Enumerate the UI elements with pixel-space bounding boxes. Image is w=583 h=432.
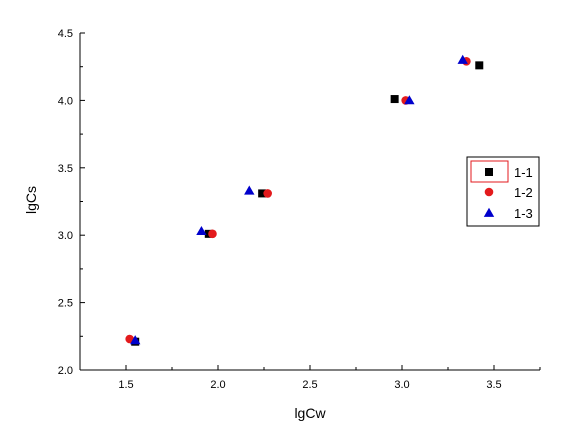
x-tick-label: 3.5 (486, 379, 501, 391)
x-tick-label: 3.0 (394, 379, 409, 391)
axes: 2.0 2.5 3.0 3.5 4.0 4.5 1.5 2.0 2.5 3.0 3.5 (58, 28, 541, 391)
y-tick-label: 3.0 (58, 230, 73, 242)
y-tick-label: 4.5 (58, 28, 73, 40)
point-series-2 (263, 189, 272, 198)
point-series-3 (244, 185, 255, 195)
legend-label-3: 1-3 (514, 206, 533, 221)
point-series-3 (457, 54, 468, 64)
legend-marker-3 (483, 207, 495, 217)
legend-box (466, 156, 540, 227)
legend-marker-2 (484, 187, 494, 197)
point-series-3 (404, 95, 415, 105)
x-tick-label: 1.5 (118, 379, 133, 391)
point-series-1 (390, 95, 399, 104)
point-series-3 (130, 335, 141, 345)
x-tick-label: 2.5 (302, 379, 317, 391)
y-tick-label: 2.5 (58, 298, 73, 310)
data-points (125, 54, 484, 346)
y-axis-label: lgCs (23, 186, 39, 214)
y-tick-label: 2.0 (58, 365, 73, 377)
point-series-1 (475, 61, 484, 70)
point-series-3 (196, 225, 207, 236)
legend-label-2: 1-2 (514, 185, 533, 200)
y-tick-label: 3.5 (58, 163, 73, 175)
legend-label-1: 1-1 (514, 165, 533, 180)
y-tick-label: 4.0 (58, 95, 73, 107)
legend: 1-1 1-2 1-3 (466, 156, 540, 227)
legend-highlight (470, 160, 509, 183)
x-axis-label: lgCw (294, 405, 326, 421)
point-series-1 (258, 189, 267, 198)
legend-marker-1 (485, 168, 493, 176)
point-series-2 (208, 229, 217, 239)
x-tick-label: 2.0 (210, 379, 225, 391)
